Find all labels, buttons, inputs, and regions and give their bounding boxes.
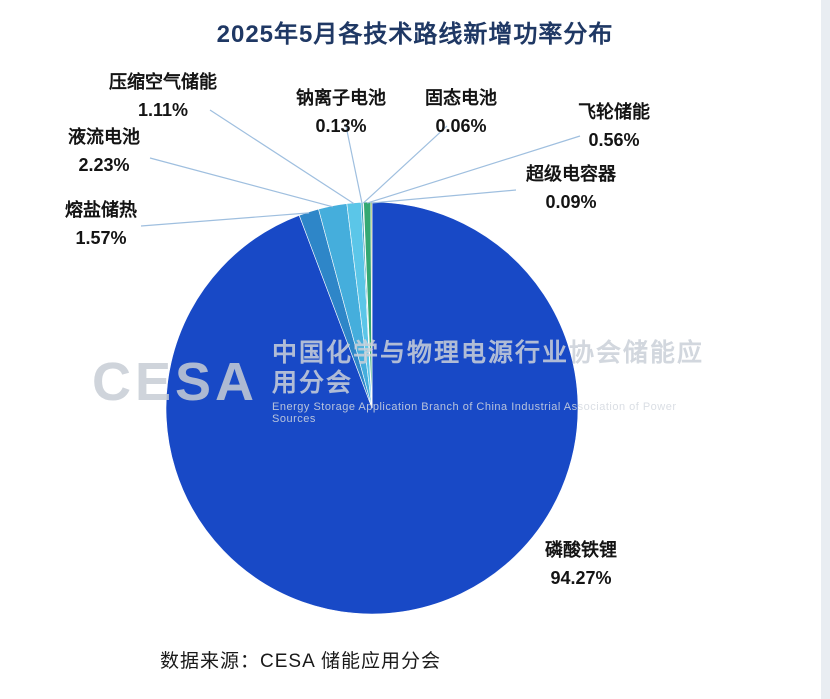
leader-line-6 — [367, 135, 581, 204]
slice-label-value-1: 1.57% — [75, 228, 126, 248]
slice-label-name-2: 液流电池 — [68, 126, 140, 147]
leader-line-2 — [149, 157, 333, 208]
slice-label-name-6: 飞轮储能 — [578, 101, 650, 122]
slice-label-name-0: 磷酸铁锂 — [545, 539, 617, 560]
chart-title: 2025年5月各技术路线新增功率分布 — [216, 21, 614, 48]
leader-line-7 — [371, 189, 517, 204]
data-source: 数据来源：CESA 储能应用分会 — [160, 651, 441, 672]
leader-line-3 — [209, 109, 355, 205]
slice-label-value-5: 0.06% — [435, 116, 486, 136]
leader-line-1 — [140, 212, 310, 227]
right-edge-strip — [821, 0, 830, 699]
slice-label-name-1: 熔盐储热 — [65, 199, 137, 220]
slice-label-value-7: 0.09% — [545, 192, 596, 212]
slice-label-name-5: 固态电池 — [425, 87, 497, 108]
slice-label-name-3: 压缩空气储能 — [109, 71, 217, 92]
slice-label-name-7: 超级电容器 — [526, 163, 617, 184]
slice-label-value-6: 0.56% — [588, 130, 639, 150]
slice-label-value-4: 0.13% — [315, 116, 366, 136]
slice-label-value-3: 1.11% — [138, 100, 188, 120]
slice-label-value-0: 94.27% — [550, 568, 611, 588]
slice-label-value-2: 2.23% — [78, 155, 129, 175]
leader-line-4 — [345, 125, 363, 204]
leader-line-5 — [362, 125, 448, 204]
slice-label-name-4: 钠离子电池 — [296, 87, 386, 108]
